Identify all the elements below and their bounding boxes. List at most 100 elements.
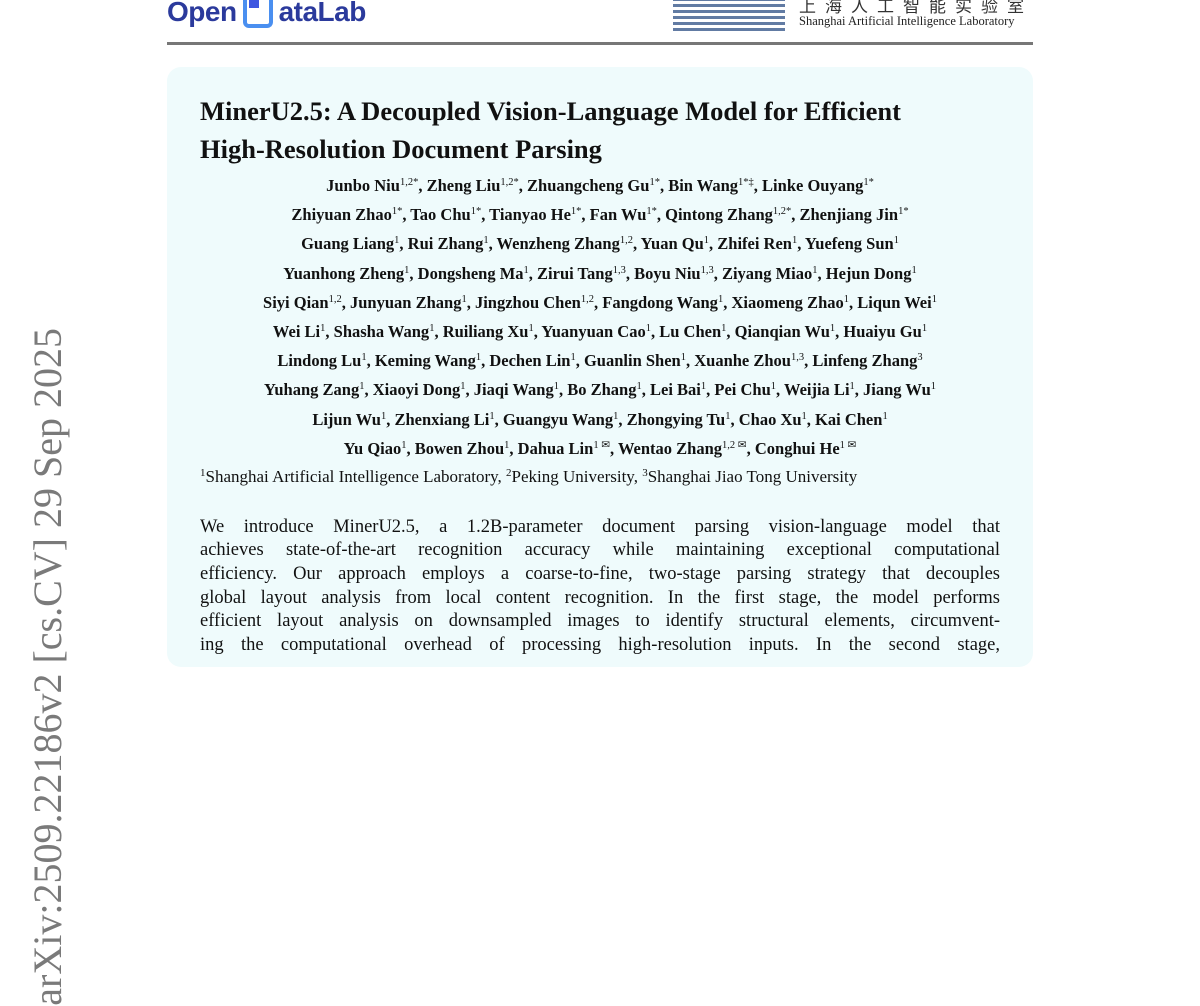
author-affiliation-mark: 1 bbox=[483, 235, 489, 247]
author: Conghui He1 ✉ bbox=[755, 439, 857, 458]
author-name: Yuefeng Sun bbox=[804, 234, 894, 254]
author-affiliation-mark: 1* bbox=[649, 177, 660, 188]
author-name: Zheng Liu bbox=[426, 176, 501, 195]
author: Bowen Zhou1 bbox=[415, 439, 510, 458]
shlab-name-cn: 上海人工智能实验室 bbox=[799, 0, 1033, 14]
author-affiliation-mark: 1 bbox=[645, 322, 651, 334]
author: Zhongying Tu1 bbox=[627, 410, 731, 429]
author-name: Keming Wang bbox=[374, 351, 476, 371]
author-line: Siyi Qian1,2, Junyuan Zhang1, Jingzhou C… bbox=[263, 292, 937, 312]
author: Tianyao He1* bbox=[489, 205, 581, 224]
author-name: Zhenjiang Jin bbox=[799, 205, 899, 225]
author-affiliation-mark: 1,2 bbox=[328, 293, 342, 305]
author-line: Yu Qiao1, Bowen Zhou1, Dahua Lin1 ✉, Wen… bbox=[343, 438, 857, 458]
author-affiliation-mark: 1 bbox=[613, 410, 619, 422]
author-name: Xiaoyi Dong bbox=[372, 380, 461, 400]
author-name: Yuanyuan Cao bbox=[541, 321, 646, 341]
author-name: Wentao Zhang bbox=[617, 438, 723, 458]
author-affiliation-mark: 1*‡ bbox=[738, 177, 754, 188]
author: Ruiliang Xu1 bbox=[443, 322, 534, 341]
author: Yu Qiao1 bbox=[344, 439, 407, 458]
affiliation-number: 1 bbox=[200, 466, 206, 479]
author: Bin Wang1*‡ bbox=[668, 176, 754, 195]
author-affiliation-mark: 1 bbox=[504, 439, 510, 451]
author-affiliation-mark: 1 bbox=[893, 235, 899, 247]
author-affiliation-mark: 1 bbox=[791, 235, 798, 247]
abstract-line: global layout analysis from local conten… bbox=[200, 587, 1000, 608]
author-affiliation-mark: 1 bbox=[461, 293, 467, 305]
author: Dongsheng Ma1 bbox=[418, 264, 529, 283]
author-affiliation-mark: 1 bbox=[680, 352, 686, 364]
author-name: Bowen Zhou bbox=[414, 438, 505, 458]
author-name: Zirui Tang bbox=[537, 263, 613, 283]
author-affiliation-mark: 1,2 bbox=[619, 235, 633, 247]
abstract: We introduce MinerU2.5, a 1.2B-parameter… bbox=[200, 516, 1000, 658]
author-name: Rui Zhang bbox=[407, 234, 484, 254]
author-name: Tao Chu bbox=[410, 205, 471, 225]
author-affiliation-mark: 1 bbox=[429, 322, 435, 334]
author-affiliation-mark: 1 ✉ bbox=[839, 439, 857, 451]
author-name: Xuanhe Zhou bbox=[694, 351, 791, 371]
affiliation: 3Shanghai Jiao Tong University bbox=[642, 467, 857, 486]
author-affiliation-mark: 1 bbox=[523, 264, 529, 276]
author-affiliation-mark: 1 bbox=[489, 410, 495, 422]
abstract-line: efficiency. Our approach employs a coars… bbox=[200, 564, 1000, 585]
author: Huaiyu Gu1 bbox=[843, 322, 927, 341]
author-affiliation-mark: 1 bbox=[725, 410, 731, 422]
author-name: Dahua Lin bbox=[517, 438, 594, 458]
author-name: Lindong Lu bbox=[277, 351, 362, 371]
author: Zheng Liu1,2* bbox=[427, 176, 519, 195]
author: Kai Chen1 bbox=[815, 410, 888, 429]
author: Bo Zhang1 bbox=[567, 380, 642, 399]
author-affiliation-mark: 1 bbox=[394, 235, 400, 247]
author: Linfeng Zhang3 bbox=[812, 351, 922, 370]
author: Lu Chen1 bbox=[659, 322, 726, 341]
author-name: Siyi Qian bbox=[263, 292, 329, 312]
affiliation-name: Shanghai Jiao Tong University bbox=[647, 466, 858, 486]
author-affiliation-mark: 1* bbox=[570, 206, 582, 218]
author-affiliation-mark: 1* bbox=[646, 206, 657, 218]
author-affiliation-mark: 1 bbox=[361, 352, 367, 364]
author-affiliation-mark: 1 bbox=[930, 381, 936, 393]
author: Siyi Qian1,2 bbox=[263, 293, 342, 312]
author-affiliation-mark: 1 bbox=[703, 235, 710, 247]
author: Dahua Lin1 ✉ bbox=[518, 439, 610, 458]
author-name: Lei Bai bbox=[650, 380, 701, 400]
shlab-logo: 上海人工智能实验室 Shanghai Artificial Intelligen… bbox=[673, 0, 1033, 32]
author-name: Bo Zhang bbox=[567, 380, 637, 400]
author-name: Jiaqi Wang bbox=[473, 380, 554, 400]
author-affiliation-mark: 1 bbox=[849, 381, 855, 393]
author: Yuanhong Zheng1 bbox=[283, 264, 409, 283]
author-name: Shasha Wang bbox=[333, 321, 430, 341]
affiliation: 2Peking University bbox=[506, 467, 634, 486]
author: Linke Ouyang1* bbox=[762, 176, 874, 195]
author: Weijia Li1 bbox=[784, 380, 855, 399]
author-name: Weijia Li bbox=[783, 380, 850, 400]
author: Dechen Lin1 bbox=[489, 351, 575, 370]
author-name: Wei Li bbox=[272, 321, 321, 341]
author-name: Zhenxiang Li bbox=[394, 409, 490, 429]
author: Zirui Tang1,3 bbox=[537, 264, 626, 283]
author-name: Linke Ouyang bbox=[762, 176, 864, 195]
author-affiliation-mark: 1 bbox=[812, 264, 818, 276]
author-name: Wenzheng Zhang bbox=[496, 234, 620, 254]
author-line: Junbo Niu1,2*, Zheng Liu1,2*, Zhuangchen… bbox=[326, 176, 874, 195]
author-name: Zhuangcheng Gu bbox=[527, 176, 650, 195]
affiliations: 1Shanghai Artificial Intelligence Labora… bbox=[200, 466, 858, 486]
author-affiliation-mark: 1,2* bbox=[399, 177, 419, 188]
shlab-mark-icon bbox=[673, 0, 785, 32]
author-name: Tianyao He bbox=[489, 205, 571, 225]
logo-text-b: ataLab bbox=[278, 0, 367, 27]
author-name: Yu Qiao bbox=[343, 438, 402, 458]
author-affiliation-mark: 1 bbox=[770, 381, 777, 393]
author-affiliation-mark: 1 bbox=[721, 322, 727, 334]
author: Qintong Zhang1,2* bbox=[665, 205, 791, 224]
author-name: Kai Chen bbox=[815, 409, 883, 429]
author: Liqun Wei1 bbox=[857, 293, 937, 312]
author-name: Jingzhou Chen bbox=[474, 292, 581, 312]
author: Chao Xu1 bbox=[739, 410, 807, 429]
author: Zhuangcheng Gu1* bbox=[527, 176, 660, 195]
author-affiliation-mark: 1 bbox=[700, 381, 707, 393]
author: Junbo Niu1,2* bbox=[326, 176, 418, 195]
author-line: Wei Li1, Shasha Wang1, Ruiliang Xu1, Yua… bbox=[272, 321, 928, 341]
